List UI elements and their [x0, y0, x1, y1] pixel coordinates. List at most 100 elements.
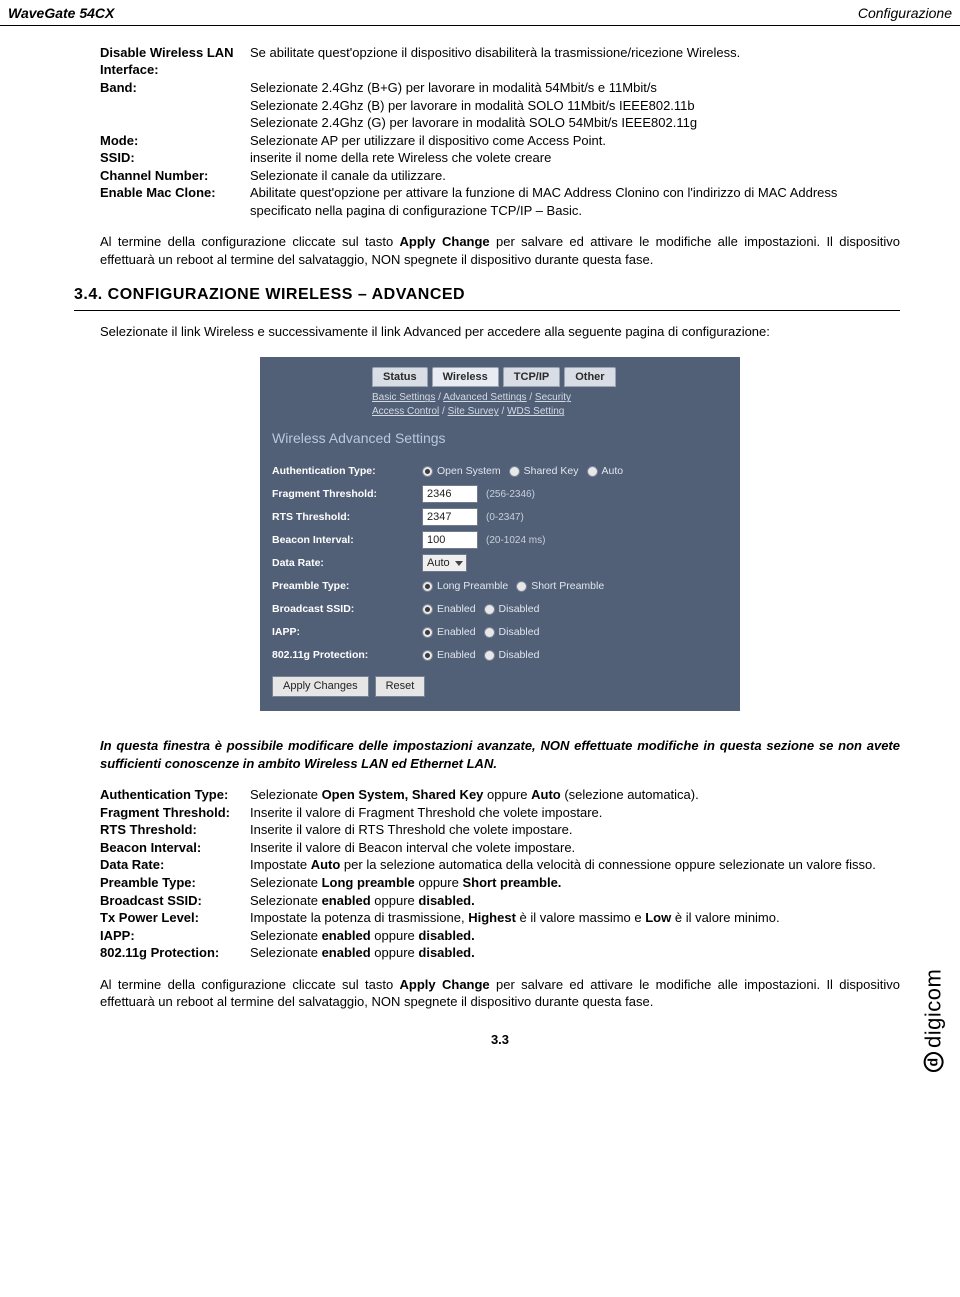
radio-option[interactable]: Shared Key [509, 464, 579, 478]
apply-paragraph-2: Al termine della configurazione cliccate… [100, 976, 900, 1011]
radio-icon [484, 627, 495, 638]
definition-label: Broadcast SSID: [100, 892, 250, 910]
definition-body: inserite il nome della rete Wireless che… [250, 149, 900, 167]
radio-option[interactable]: Open System [422, 464, 501, 478]
radio-option[interactable]: Auto [587, 464, 624, 478]
definition-row: Band:Selezionate 2.4Ghz (B+G) per lavora… [100, 79, 900, 132]
definition-body: Selezionate Open System, Shared Key oppu… [250, 786, 900, 804]
form-row: Broadcast SSID:Enabled Disabled [272, 598, 728, 620]
form-label: Beacon Interval: [272, 533, 422, 547]
definition-label: 802.11g Protection: [100, 944, 250, 962]
text-input[interactable]: 2347 [422, 508, 478, 526]
definition-row: IAPP:Selezionate enabled oppure disabled… [100, 927, 900, 945]
text-input[interactable]: 2346 [422, 485, 478, 503]
radio-option[interactable]: Disabled [484, 602, 540, 616]
section-title: 3.4. CONFIGURAZIONE WIRELESS – ADVANCED [74, 284, 900, 306]
form-label: Broadcast SSID: [272, 602, 422, 616]
form-control: 100(20-1024 ms) [422, 531, 728, 549]
tab-wireless[interactable]: Wireless [432, 367, 499, 388]
tab-other[interactable]: Other [564, 367, 615, 388]
radio-icon [484, 604, 495, 615]
form-label: 802.11g Protection: [272, 648, 422, 662]
radio-option[interactable]: Enabled [422, 625, 476, 639]
definition-body: Selezionate enabled oppure disabled. [250, 892, 900, 910]
form-row: RTS Threshold:2347(0-2347) [272, 506, 728, 528]
definition-body: Impostate la potenza di trasmissione, Hi… [250, 909, 900, 927]
definition-label: Authentication Type: [100, 786, 250, 804]
definition-body: Inserite il valore di RTS Threshold che … [250, 821, 900, 839]
radio-option[interactable]: Disabled [484, 625, 540, 639]
subnav-link[interactable]: Access Control [372, 406, 439, 417]
definition-body: Selezionate enabled oppure disabled. [250, 927, 900, 945]
form-label: IAPP: [272, 625, 422, 639]
definition-label: SSID: [100, 149, 250, 167]
page-number: 3.3 [100, 1031, 900, 1049]
radio-option[interactable]: Enabled [422, 648, 476, 662]
definition-body: Inserite il valore di Beacon interval ch… [250, 839, 900, 857]
definition-body: Selezionate Long preamble oppure Short p… [250, 874, 900, 892]
radio-icon [587, 466, 598, 477]
radio-icon [422, 581, 433, 592]
reset-button[interactable]: Reset [375, 676, 426, 697]
text-input[interactable]: 100 [422, 531, 478, 549]
form-control: Enabled Disabled [422, 602, 728, 616]
subnav-link[interactable]: Advanced Settings [443, 392, 526, 403]
select-input[interactable]: Auto [422, 554, 467, 572]
header-chapter: Configurazione [858, 4, 952, 23]
definition-row: Data Rate:Impostate Auto per la selezion… [100, 856, 900, 874]
apply-changes-button[interactable]: Apply Changes [272, 676, 369, 697]
definition-label: Channel Number: [100, 167, 250, 185]
page-header: WaveGate 54CX Configurazione [0, 0, 960, 26]
form-label: Authentication Type: [272, 464, 422, 478]
radio-option[interactable]: Long Preamble [422, 579, 508, 593]
definition-row: Enable Mac Clone:Abilitate quest'opzione… [100, 184, 900, 219]
definition-body: Impostate Auto per la selezione automati… [250, 856, 900, 874]
header-product: WaveGate 54CX [8, 4, 114, 23]
definition-list-2: Authentication Type:Selezionate Open Sys… [100, 786, 900, 961]
definition-row: 802.11g Protection:Selezionate enabled o… [100, 944, 900, 962]
form-row: Fragment Threshold:2346(256-2346) [272, 483, 728, 505]
definition-list-1: Disable Wireless LAN Interface:Se abilit… [100, 44, 900, 219]
tab-strip: StatusWirelessTCP/IPOther [372, 367, 728, 388]
radio-icon [422, 466, 433, 477]
definition-row: Disable Wireless LAN Interface:Se abilit… [100, 44, 900, 79]
radio-icon [422, 627, 433, 638]
definition-label: Band: [100, 79, 250, 97]
form-row: IAPP:Enabled Disabled [272, 621, 728, 643]
section-rule [74, 310, 900, 311]
definition-row: Mode:Selezionate AP per utilizzare il di… [100, 132, 900, 150]
definition-body: Selezionate enabled oppure disabled. [250, 944, 900, 962]
definition-label: Fragment Threshold: [100, 804, 250, 822]
definition-body: Selezionate 2.4Ghz (B+G) per lavorare in… [250, 79, 900, 132]
form-row: Beacon Interval:100(20-1024 ms) [272, 529, 728, 551]
definition-label: Tx Power Level: [100, 909, 250, 927]
radio-icon [516, 581, 527, 592]
subnav-link[interactable]: WDS Setting [507, 406, 564, 417]
definition-label: Data Rate: [100, 856, 250, 874]
radio-icon [509, 466, 520, 477]
form-label: Preamble Type: [272, 579, 422, 593]
radio-option[interactable]: Enabled [422, 602, 476, 616]
definition-row: SSID:inserite il nome della rete Wireles… [100, 149, 900, 167]
input-hint: (256-2346) [486, 488, 535, 502]
radio-icon [422, 650, 433, 661]
definition-label: Disable Wireless LAN Interface: [100, 44, 250, 79]
subnav-link[interactable]: Basic Settings [372, 392, 435, 403]
subnav-link[interactable]: Site Survey [448, 406, 499, 417]
input-hint: (0-2347) [486, 511, 524, 525]
radio-option[interactable]: Disabled [484, 648, 540, 662]
definition-row: Fragment Threshold:Inserite il valore di… [100, 804, 900, 822]
form-control: Long Preamble Short Preamble [422, 579, 728, 593]
tab-tcpip[interactable]: TCP/IP [503, 367, 560, 388]
panel-title: Wireless Advanced Settings [272, 429, 728, 448]
intro-paragraph: Selezionate il link Wireless e successiv… [100, 323, 900, 341]
subnav-link[interactable]: Security [535, 392, 571, 403]
tab-status[interactable]: Status [372, 367, 428, 388]
apply-paragraph-1: Al termine della configurazione cliccate… [100, 233, 900, 268]
radio-option[interactable]: Short Preamble [516, 579, 604, 593]
definition-row: Tx Power Level:Impostate la potenza di t… [100, 909, 900, 927]
warning-note: In questa finestra è possibile modificar… [100, 737, 900, 772]
form-control: 2346 (256-2346) [422, 485, 728, 503]
form-control: Auto [422, 554, 728, 572]
definition-label: RTS Threshold: [100, 821, 250, 839]
